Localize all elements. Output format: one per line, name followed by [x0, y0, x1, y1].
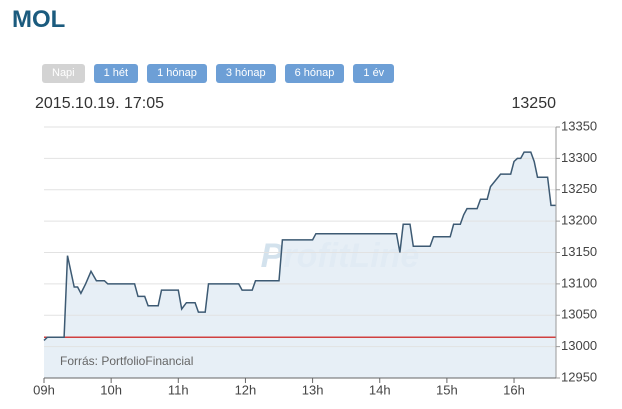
range-button[interactable]: 1 hét: [93, 64, 139, 83]
y-tick-label: 13200: [561, 213, 597, 228]
watermark: ProfitLine: [261, 237, 420, 275]
y-tick-label: 13100: [561, 275, 597, 290]
x-tick-label: 16h: [503, 382, 525, 397]
last-price: 13250: [512, 95, 557, 112]
y-tick-label: 13150: [561, 244, 597, 259]
y-tick-label: 13050: [561, 307, 597, 322]
range-buttons: Napi 1 hét 1 hónap 3 hónap 6 hónap 1 év: [42, 64, 395, 83]
range-button: Napi: [42, 64, 85, 83]
y-tick-label: 12950: [561, 369, 597, 384]
range-button[interactable]: 3 hónap: [215, 64, 276, 83]
y-tick-label: 13000: [561, 338, 597, 353]
y-tick-label: 13250: [561, 181, 597, 196]
x-tick-label: 10h: [100, 382, 122, 397]
range-button[interactable]: 1 hónap: [147, 64, 207, 83]
range-button[interactable]: 6 hónap: [284, 64, 345, 83]
datetime: 2015.10.19. 17:05: [35, 95, 164, 112]
price-line: [43, 151, 556, 341]
x-tick-label: 15h: [436, 382, 458, 397]
stock-title: MOL: [12, 6, 66, 33]
range-button[interactable]: 1 év: [353, 64, 395, 83]
x-tick-label: 12h: [235, 382, 257, 397]
x-tick-label: 11h: [168, 382, 189, 397]
x-tick-label: 13h: [302, 382, 324, 397]
x-tick-label: 14h: [369, 382, 391, 397]
x-tick-label: 09h: [33, 382, 55, 397]
source-note: Forrás: PortfolioFinancial: [60, 354, 193, 368]
price-area: [44, 152, 556, 378]
y-tick-label: 13350: [561, 118, 597, 133]
y-tick-label: 13300: [561, 150, 597, 165]
